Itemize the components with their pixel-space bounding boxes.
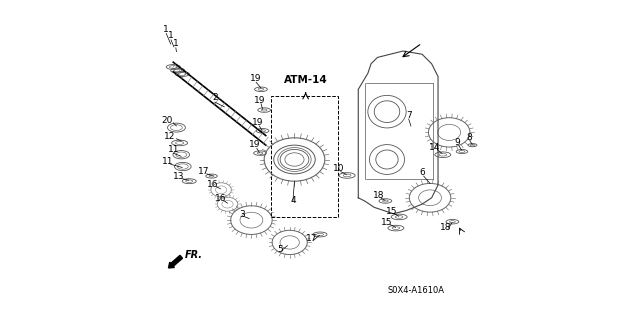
Text: 14: 14 bbox=[429, 143, 440, 152]
Text: 17: 17 bbox=[307, 234, 318, 243]
Text: 4: 4 bbox=[290, 196, 296, 204]
Bar bbox=[271, 96, 337, 217]
Text: 10: 10 bbox=[333, 164, 345, 173]
Text: 19: 19 bbox=[253, 96, 265, 105]
Text: ATM-14: ATM-14 bbox=[284, 75, 328, 85]
Text: 18: 18 bbox=[373, 191, 385, 200]
Text: 3: 3 bbox=[239, 210, 244, 219]
Text: 9: 9 bbox=[454, 138, 460, 147]
Text: 7: 7 bbox=[406, 111, 412, 120]
Text: S0X4-A1610A: S0X4-A1610A bbox=[387, 286, 444, 295]
Text: 1: 1 bbox=[173, 39, 179, 48]
Text: 15: 15 bbox=[381, 218, 393, 227]
Text: 1: 1 bbox=[168, 31, 174, 40]
Text: 20: 20 bbox=[161, 116, 173, 125]
Text: FR.: FR. bbox=[184, 250, 202, 260]
Text: 12: 12 bbox=[164, 132, 176, 141]
Text: 19: 19 bbox=[252, 118, 264, 127]
Text: 5: 5 bbox=[277, 245, 283, 254]
Text: 18: 18 bbox=[440, 223, 452, 232]
FancyArrow shape bbox=[168, 255, 182, 268]
Text: 8: 8 bbox=[467, 133, 472, 142]
Text: 6: 6 bbox=[419, 168, 425, 177]
Text: 15: 15 bbox=[386, 207, 397, 216]
Text: 19: 19 bbox=[249, 140, 260, 149]
Text: 17: 17 bbox=[198, 167, 209, 176]
Text: 2: 2 bbox=[212, 93, 218, 102]
Text: 13: 13 bbox=[173, 172, 185, 181]
Text: 11: 11 bbox=[162, 157, 173, 166]
Text: 16: 16 bbox=[215, 194, 227, 203]
Text: 1: 1 bbox=[163, 25, 169, 34]
Text: 11: 11 bbox=[168, 145, 179, 153]
Text: 16: 16 bbox=[207, 180, 219, 189]
Text: 19: 19 bbox=[250, 74, 262, 83]
